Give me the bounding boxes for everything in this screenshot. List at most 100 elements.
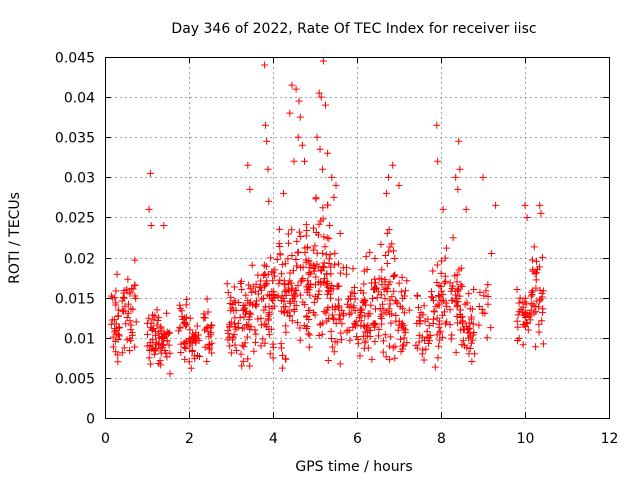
data-point [177, 349, 185, 357]
data-point [177, 340, 185, 348]
data-point [240, 305, 248, 313]
data-point [298, 141, 306, 149]
data-point [386, 243, 394, 251]
data-point [469, 320, 477, 328]
data-point [295, 228, 303, 236]
data-point [240, 313, 248, 321]
data-point [414, 304, 422, 312]
data-point [304, 281, 312, 289]
data-point [277, 297, 285, 305]
x-tick-label: 6 [353, 431, 362, 447]
data-point [313, 133, 321, 141]
data-point [371, 320, 379, 328]
data-point [378, 266, 386, 274]
data-point [305, 270, 313, 278]
data-point [335, 260, 343, 268]
x-tick-labels: 0 2 4 6 8 10 12 [101, 431, 618, 447]
data-point [287, 279, 295, 287]
data-point [517, 306, 525, 314]
y-tick-label: 0.005 [55, 372, 95, 388]
data-point [296, 324, 304, 332]
data-point [370, 319, 378, 327]
data-point [522, 318, 530, 326]
data-point [478, 305, 486, 313]
data-point [154, 317, 162, 325]
data-point [371, 279, 379, 287]
data-point [264, 165, 272, 173]
data-point [467, 333, 475, 341]
data-point [190, 333, 198, 341]
data-point [147, 360, 155, 368]
data-point [201, 314, 209, 322]
data-point [434, 354, 442, 362]
data-point [307, 260, 315, 268]
data-point [532, 276, 540, 284]
data-point [484, 300, 492, 308]
data-point [236, 314, 244, 322]
x-tick-label: 4 [269, 431, 278, 447]
data-point [396, 335, 404, 343]
data-point [163, 309, 171, 317]
data-point [381, 331, 389, 339]
x-tick-label: 10 [517, 431, 535, 447]
data-point [521, 201, 529, 209]
data-point [526, 316, 534, 324]
data-point [321, 243, 329, 251]
data-point [243, 333, 251, 341]
data-point [320, 274, 328, 282]
data-point [115, 324, 123, 332]
data-point [435, 293, 443, 301]
data-point [181, 355, 189, 363]
data-point [442, 277, 450, 285]
data-point [315, 331, 323, 339]
data-point [293, 237, 301, 245]
data-point [329, 343, 337, 351]
data-point [452, 291, 460, 299]
data-point [361, 297, 369, 305]
data-point [532, 269, 540, 277]
data-point [119, 307, 127, 315]
data-point [278, 364, 286, 372]
data-point [466, 324, 474, 332]
data-point [131, 256, 139, 264]
data-point [453, 303, 461, 311]
data-point [114, 312, 122, 320]
data-point [234, 319, 242, 327]
data-point [391, 354, 399, 362]
data-point [328, 311, 336, 319]
data-point [336, 229, 344, 237]
data-point [380, 286, 388, 294]
x-tick-label: 0 [101, 431, 110, 447]
data-point [531, 302, 539, 310]
data-point [194, 352, 202, 360]
data-point [319, 165, 327, 173]
data-point [327, 263, 335, 271]
data-point [361, 328, 369, 336]
data-point [319, 249, 327, 257]
data-point [398, 273, 406, 281]
data-point [327, 270, 335, 278]
data-point [269, 343, 277, 351]
data-point [238, 362, 246, 370]
data-point [320, 233, 328, 241]
data-point [114, 358, 122, 366]
data-point [426, 332, 434, 340]
data-point [327, 284, 335, 292]
data-point [390, 287, 398, 295]
data-point [528, 291, 536, 299]
data-point [363, 265, 371, 273]
data-point [145, 205, 153, 213]
data-point [155, 314, 163, 322]
data-point [529, 266, 537, 274]
data-point [166, 370, 174, 378]
data-point [457, 313, 465, 321]
data-point [305, 315, 313, 323]
data-point [342, 264, 350, 272]
data-point [186, 340, 194, 348]
grid-lines [105, 57, 609, 418]
data-point [330, 348, 338, 356]
data-point [433, 121, 441, 129]
data-point [112, 348, 120, 356]
data-point [475, 321, 483, 329]
data-point [114, 331, 122, 339]
